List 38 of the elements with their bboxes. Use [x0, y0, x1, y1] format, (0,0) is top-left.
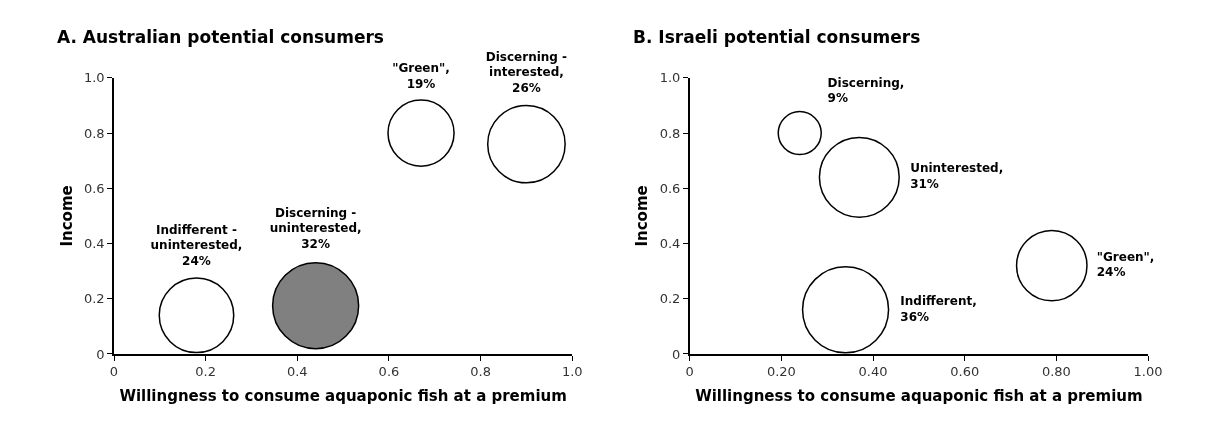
x-tick-label: 1.00	[1133, 364, 1163, 380]
x-tick-label: 0.40	[858, 364, 888, 380]
chart-title: A. Australian potential consumers	[57, 27, 384, 47]
x-tick-label: 0.80	[1041, 364, 1071, 380]
y-tick-label: 0.6	[659, 180, 681, 196]
x-tick-label: 0	[685, 364, 694, 380]
y-axis-title: Income	[633, 185, 652, 247]
x-tick-label: 0.4	[286, 364, 308, 380]
y-tick-label: 0.8	[83, 125, 105, 141]
x-tick-label: 0.8	[470, 364, 491, 380]
series-label: Uninterested, 31%	[910, 161, 1004, 192]
x-axis-title: Willingness to consume aquaponic fish at a premium	[695, 386, 1143, 405]
x-tick-label: 0.60	[950, 364, 980, 380]
x-tick-label: 0	[109, 364, 119, 380]
series-label: "Green", 24%	[1096, 249, 1155, 280]
x-tick-label: 1.0	[561, 364, 583, 380]
x-axis-title: Willingness to consume aquaponic fish at a premium	[119, 386, 567, 405]
y-tick-label: 1.0	[83, 70, 105, 86]
text: Discerning - uninterested, 32%	[269, 205, 362, 251]
y-tick-label: 0	[96, 346, 105, 362]
series-label: "Green", 19%	[392, 61, 450, 91]
y-tick-label: 0.2	[83, 291, 105, 307]
text: Indifferent - uninterested, 24%	[150, 222, 243, 268]
y-tick-label: 0	[672, 346, 681, 362]
chart-title: B. Israeli potential consumers	[633, 27, 921, 47]
x-tick-label: 0.6	[378, 364, 400, 380]
y-tick-label: 0.4	[659, 236, 681, 252]
series-label: Discerning, 9%	[827, 75, 905, 106]
y-tick-label: 1.0	[659, 70, 681, 86]
y-tick-label: 0.2	[659, 291, 681, 307]
text: Discerning - interested, 26%	[485, 49, 568, 95]
series-label: Indifferent, 36%	[900, 294, 977, 324]
y-tick-label: 0.4	[83, 236, 105, 252]
x-tick-label: 0.20	[766, 364, 796, 380]
y-axis-title: Income	[57, 185, 76, 247]
y-tick-label: 0.8	[659, 125, 681, 141]
y-tick-label: 0.6	[83, 180, 105, 196]
x-tick-label: 0.2	[195, 364, 216, 380]
